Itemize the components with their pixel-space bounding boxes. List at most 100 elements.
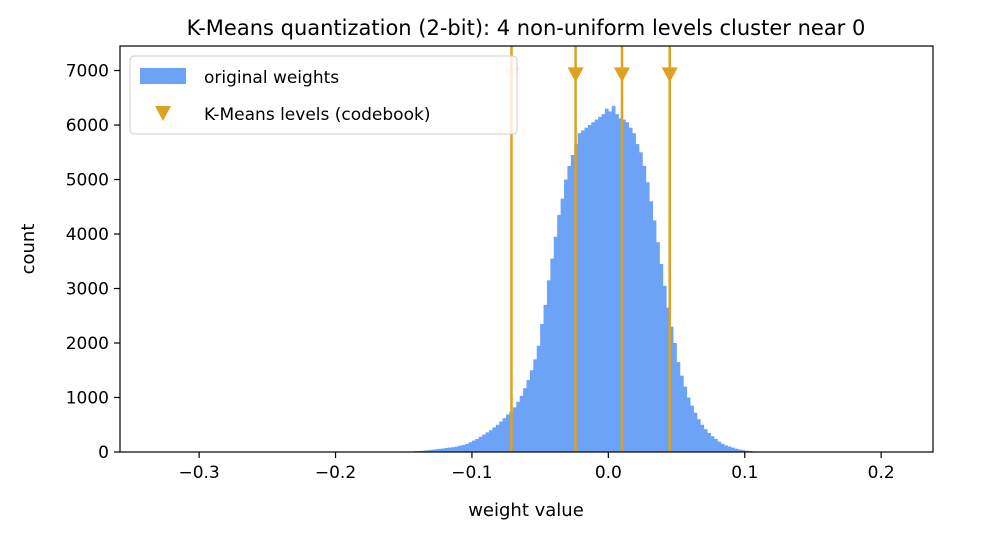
histogram-bar [431, 449, 435, 452]
histogram-bar [437, 448, 442, 452]
histogram-bar [587, 125, 592, 452]
x-tick-label: 0.0 [595, 463, 622, 483]
histogram-bar [492, 427, 497, 452]
legend-label-kmeans-levels: K-Means levels (codebook) [204, 105, 430, 125]
y-tick-label: 6000 [66, 116, 109, 136]
histogram-bar [683, 386, 688, 452]
histogram-bar [618, 118, 623, 453]
x-axis-ticks: −0.3 −0.2 −0.1 0.0 0.1 0.2 [178, 452, 895, 483]
histogram-bar [724, 445, 729, 452]
histogram-bar [512, 407, 517, 452]
histogram-bar [560, 198, 565, 452]
histogram-bar [553, 236, 558, 452]
histogram-bar [516, 401, 520, 452]
histogram-bar [642, 165, 647, 452]
histogram-bar [581, 130, 585, 453]
histogram-bar [669, 326, 674, 452]
y-tick-label: 2000 [66, 334, 109, 354]
histogram-bar [741, 450, 746, 452]
legend-label-original-weights: original weights [204, 68, 339, 88]
histogram-bar [662, 285, 667, 452]
histogram-bar [441, 448, 445, 452]
histogram-bar [697, 419, 701, 452]
histogram-bar [717, 441, 722, 452]
y-axis-ticks: 0 1000 2000 3000 4000 5000 6000 7000 [66, 62, 120, 463]
y-tick-label: 1000 [66, 389, 109, 409]
histogram-bar [475, 438, 480, 452]
y-tick-label: 0 [98, 443, 109, 463]
histogram-bar [601, 114, 606, 453]
legend-marker-triangle-icon [155, 106, 171, 121]
histogram-bar [567, 165, 572, 452]
histogram-bar [444, 447, 449, 452]
histogram-bar [523, 388, 527, 452]
histogram-bar [546, 280, 551, 452]
histogram-bar [564, 179, 568, 452]
y-tick-label: 5000 [66, 171, 109, 191]
histogram-bar [536, 345, 541, 452]
y-tick-label: 4000 [66, 225, 109, 245]
histogram-bar [639, 152, 643, 452]
plot-frame [119, 45, 934, 453]
histogram-bar [686, 397, 691, 452]
histogram-bar [468, 442, 473, 452]
histogram-bar [533, 359, 538, 452]
histogram-bar [424, 450, 428, 452]
codebook-level-marker [613, 67, 630, 83]
histogram-bar [666, 307, 671, 452]
legend-box [129, 55, 518, 135]
histogram-bar [628, 127, 633, 452]
histogram-bar [577, 133, 582, 452]
histogram-bar [488, 430, 493, 452]
histogram-bar [478, 436, 483, 452]
histogram-bar [659, 263, 664, 452]
histogram-bar [707, 432, 711, 452]
histogram-bar [727, 446, 732, 452]
histogram-bar [594, 119, 599, 453]
y-tick-label: 3000 [66, 280, 109, 300]
histogram-bar [731, 447, 735, 452]
histogram-bar [714, 438, 718, 452]
histogram-bar [690, 405, 694, 452]
x-axis-label: weight value [468, 500, 584, 521]
histogram-bar [673, 343, 677, 452]
histogram-bar [543, 304, 548, 452]
histogram-bar [598, 116, 602, 452]
histogram-bar [427, 450, 432, 452]
histogram-bar [461, 444, 466, 452]
x-tick-label: −0.1 [451, 463, 492, 483]
histogram-bar [485, 432, 490, 452]
histogram-bar [693, 412, 698, 452]
histogram-bar [482, 434, 486, 452]
histogram-bar [649, 201, 653, 452]
codebook-level-marker [661, 67, 678, 83]
histogram-bar [652, 220, 657, 452]
y-axis-label: count [18, 224, 39, 275]
histogram-bar [625, 122, 630, 453]
histogram-bar [465, 443, 469, 452]
histogram-bar [703, 429, 708, 452]
histogram-bar [458, 445, 463, 452]
histogram-bar [434, 449, 439, 452]
histogram-bar [645, 182, 650, 452]
histogram-bar [720, 443, 725, 452]
histogram-bar [570, 154, 575, 452]
histogram-bar [591, 122, 596, 453]
histogram-bar [632, 133, 636, 452]
histogram-bar [710, 436, 715, 452]
histogram-bar [550, 258, 555, 452]
histogram-bar [495, 424, 500, 452]
histogram-bar [679, 375, 684, 452]
histogram-bar [584, 127, 589, 452]
histogram-bar [676, 362, 681, 452]
histogram-bar [499, 421, 503, 452]
histogram-bar [615, 114, 619, 453]
histogram-bar [621, 119, 626, 453]
histogram-bar [526, 380, 531, 452]
histogram-bar [451, 447, 456, 452]
codebook-level-marker [567, 67, 584, 83]
histogram-bar [471, 440, 476, 452]
histogram-bar [454, 446, 459, 452]
y-tick-label: 7000 [66, 62, 109, 82]
